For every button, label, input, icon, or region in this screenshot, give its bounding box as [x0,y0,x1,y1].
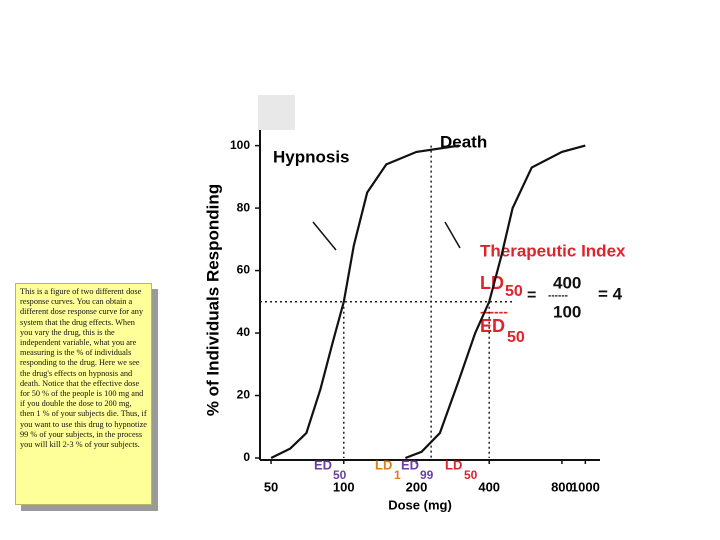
y-axis-label: % of Individuals Responding [203,184,222,416]
x-tick-label: 100 [333,479,355,494]
ti-top-sub: 50 [505,283,523,300]
dose-label-sub: 99 [420,468,434,482]
y-tick-label: 20 [237,388,251,402]
ti-numerator: 400 [553,273,581,292]
dose-label-sub: 1 [394,468,401,482]
ti-title: Therapeutic Index [480,241,626,260]
ti-result: = 4 [598,284,623,303]
dose-label: ED [401,457,419,472]
scan-patch [258,95,295,130]
x-tick-label: 50 [264,479,278,494]
y-tick-label: 100 [230,138,250,152]
dose-label: LD [445,457,462,472]
ti-bottom-sub: 50 [507,329,525,346]
ti-eq: = [527,287,536,304]
dose-label-sub: 50 [464,468,478,482]
y-tick-label: 0 [243,450,250,464]
dose-label: LD [375,457,392,472]
x-axis-label: Dose (mg) [388,497,452,512]
arrow [444,221,461,249]
series-label: Hypnosis [273,147,350,166]
ti-bar: ------ [548,291,568,302]
x-tick-label: 1000 [571,479,600,494]
ti-bottom: ED [480,316,505,336]
ti-denominator: 100 [553,302,581,321]
y-tick-label: 80 [237,200,251,214]
x-tick-label: 400 [478,479,500,494]
ti-top: LD [480,273,504,293]
dose-label: ED [314,457,332,472]
y-tick-label: 40 [237,325,251,339]
arrow [312,221,337,251]
series-label: Death [440,132,487,151]
x-tick-label: 800 [551,479,573,494]
curve [270,144,460,459]
x-tick-label: 200 [406,479,428,494]
y-tick-label: 60 [237,263,251,277]
note-box: This is a figure of two different dose r… [15,283,152,505]
dose-label-sub: 50 [333,468,347,482]
curve [405,144,586,460]
